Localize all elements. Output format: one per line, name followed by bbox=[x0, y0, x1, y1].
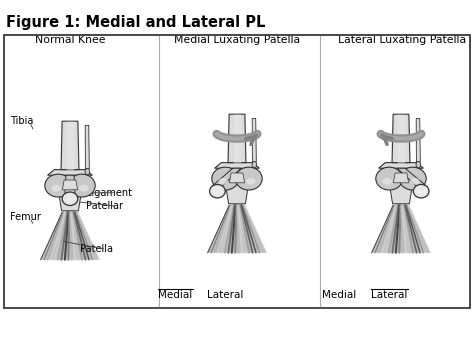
Polygon shape bbox=[85, 125, 89, 169]
Polygon shape bbox=[372, 205, 430, 253]
Polygon shape bbox=[228, 114, 246, 163]
Ellipse shape bbox=[413, 184, 429, 198]
Polygon shape bbox=[416, 118, 420, 162]
Text: Lateral Luxating Patella: Lateral Luxating Patella bbox=[338, 35, 466, 45]
Ellipse shape bbox=[376, 167, 403, 190]
Ellipse shape bbox=[210, 184, 225, 198]
Bar bbox=[4, 35, 470, 308]
Ellipse shape bbox=[235, 167, 262, 190]
Ellipse shape bbox=[212, 167, 239, 190]
Ellipse shape bbox=[246, 178, 255, 185]
Polygon shape bbox=[252, 118, 256, 162]
Polygon shape bbox=[41, 212, 100, 260]
Ellipse shape bbox=[79, 185, 89, 192]
Ellipse shape bbox=[416, 161, 421, 168]
Bar bbox=[4, 35, 470, 308]
Polygon shape bbox=[65, 175, 75, 193]
Polygon shape bbox=[392, 114, 410, 163]
Ellipse shape bbox=[410, 178, 419, 185]
Polygon shape bbox=[212, 168, 241, 186]
Text: Normal Knee: Normal Knee bbox=[35, 35, 105, 45]
Ellipse shape bbox=[62, 192, 78, 206]
Ellipse shape bbox=[45, 174, 72, 197]
Ellipse shape bbox=[213, 190, 222, 194]
Text: Tibia: Tibia bbox=[10, 116, 34, 126]
Ellipse shape bbox=[399, 167, 426, 190]
Polygon shape bbox=[229, 173, 245, 183]
Polygon shape bbox=[397, 168, 426, 186]
Text: Figure 1: Medial and Lateral PL: Figure 1: Medial and Lateral PL bbox=[6, 14, 265, 30]
Text: Lateral: Lateral bbox=[207, 290, 243, 300]
Text: Medial: Medial bbox=[322, 290, 356, 300]
Text: Medial: Medial bbox=[158, 290, 192, 300]
Polygon shape bbox=[393, 173, 409, 183]
Text: Ligament: Ligament bbox=[86, 188, 132, 198]
Text: Medial Luxating Patella: Medial Luxating Patella bbox=[174, 35, 300, 45]
Ellipse shape bbox=[219, 178, 228, 185]
Ellipse shape bbox=[66, 197, 74, 202]
Text: Lateral: Lateral bbox=[372, 290, 408, 300]
Polygon shape bbox=[225, 183, 249, 204]
Ellipse shape bbox=[52, 185, 61, 192]
Polygon shape bbox=[208, 205, 266, 253]
Text: Femur: Femur bbox=[10, 212, 41, 222]
Polygon shape bbox=[63, 180, 78, 190]
Ellipse shape bbox=[383, 178, 392, 185]
Polygon shape bbox=[379, 163, 423, 168]
Ellipse shape bbox=[68, 174, 95, 197]
Polygon shape bbox=[215, 163, 259, 168]
Ellipse shape bbox=[252, 161, 257, 168]
Polygon shape bbox=[47, 170, 92, 175]
Polygon shape bbox=[58, 190, 82, 211]
Text: Patella: Patella bbox=[80, 244, 113, 254]
Polygon shape bbox=[61, 121, 79, 170]
Ellipse shape bbox=[417, 190, 426, 194]
Polygon shape bbox=[389, 183, 413, 204]
Ellipse shape bbox=[85, 168, 90, 175]
Text: Patellar: Patellar bbox=[86, 201, 123, 211]
